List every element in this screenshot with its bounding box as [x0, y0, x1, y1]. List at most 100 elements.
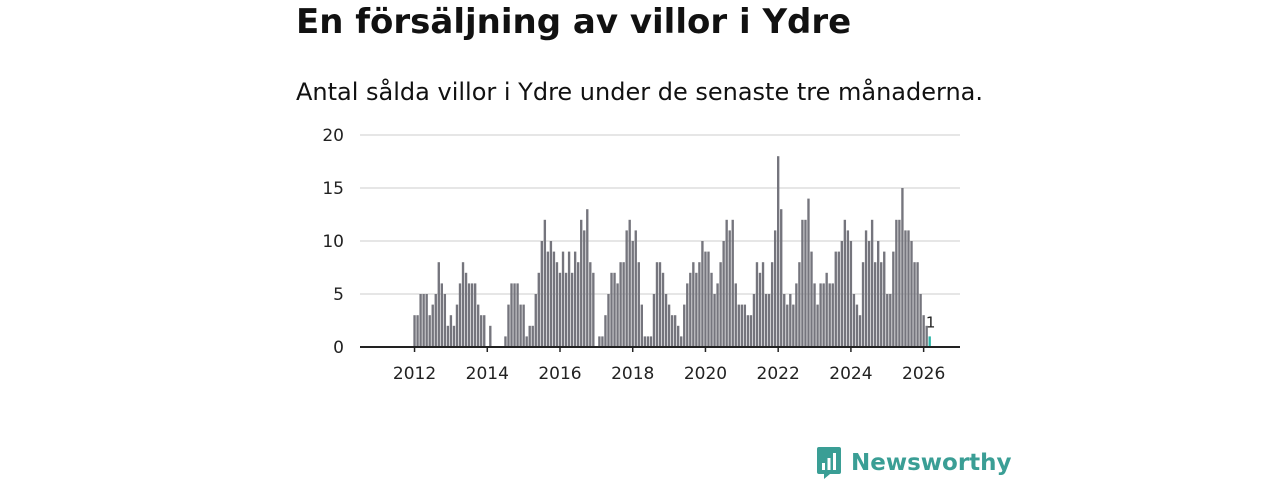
- bar: [670, 315, 674, 347]
- bar: [449, 315, 453, 347]
- bar: [540, 241, 543, 347]
- bar: [807, 198, 810, 347]
- bar: [752, 294, 756, 347]
- bar: [840, 241, 843, 347]
- bar: [625, 230, 628, 347]
- bar: [731, 219, 734, 347]
- x-tick-label: 2016: [538, 364, 581, 384]
- chart-subtitle: Antal sålda villor i Ydre under de senas…: [296, 78, 983, 106]
- bar: [589, 262, 592, 347]
- bar: [886, 294, 889, 347]
- bar: [567, 251, 571, 347]
- bar: [583, 230, 586, 347]
- x-tick-label: 2020: [684, 364, 727, 384]
- bar: [783, 294, 786, 347]
- bar: [467, 283, 471, 347]
- bar: [767, 294, 771, 347]
- y-tick-label: 5: [333, 285, 344, 305]
- bar: [652, 294, 656, 347]
- bar: [477, 304, 480, 347]
- bar: [434, 294, 437, 347]
- x-tick-label: 2024: [829, 364, 872, 384]
- bar: [464, 272, 468, 347]
- bar: [473, 283, 477, 347]
- bar: [770, 262, 774, 347]
- bar: [719, 262, 722, 347]
- bar: [619, 262, 622, 347]
- bar: [667, 304, 671, 347]
- bar: [740, 304, 743, 347]
- bar: [513, 283, 516, 347]
- bar: [677, 325, 680, 347]
- bar: [683, 304, 686, 347]
- bar: [810, 251, 813, 347]
- bar: [664, 294, 668, 347]
- bar: [461, 262, 465, 347]
- bar: [592, 272, 595, 347]
- bar: [873, 262, 877, 347]
- bar: [504, 336, 507, 347]
- bar: [480, 315, 483, 347]
- bar: [804, 219, 807, 347]
- bar: [452, 325, 456, 347]
- chart-title: En försäljning av villor i Ydre: [296, 2, 852, 42]
- y-tick-label: 15: [322, 179, 344, 199]
- newsworthy-logo-icon: [817, 447, 841, 479]
- bar: [555, 262, 559, 347]
- bar: [789, 294, 792, 347]
- bar: [455, 304, 459, 347]
- bar: [867, 241, 871, 347]
- bar: [661, 272, 665, 347]
- bar: [489, 325, 492, 347]
- bar: [516, 283, 519, 347]
- bar: [613, 272, 616, 347]
- bar: [692, 262, 695, 347]
- bar: [698, 262, 701, 347]
- bar: [628, 219, 631, 347]
- bar: [558, 272, 562, 347]
- bar: [834, 251, 837, 347]
- bar: [786, 304, 789, 347]
- bar: [531, 325, 534, 347]
- bar: [649, 336, 653, 347]
- bar: [704, 251, 707, 347]
- bar: [580, 219, 583, 347]
- bar: [819, 283, 822, 347]
- bar: [722, 241, 725, 347]
- bar: [561, 251, 565, 347]
- bar: [431, 304, 434, 347]
- bar: [792, 304, 795, 347]
- bar: [755, 262, 759, 347]
- bar: [637, 262, 640, 347]
- bar: [537, 272, 540, 347]
- bar: [916, 262, 919, 347]
- bar: [716, 283, 719, 347]
- bar-highlighted: [928, 336, 931, 347]
- bar: [816, 304, 819, 347]
- bar: [761, 262, 765, 347]
- bar: [519, 304, 522, 347]
- bar: [610, 272, 613, 347]
- bar: [458, 283, 462, 347]
- bar: [686, 283, 689, 347]
- bar: [643, 336, 647, 347]
- bar: [737, 304, 740, 347]
- bar: [746, 315, 750, 347]
- bar: [549, 241, 553, 347]
- bar: [673, 315, 677, 347]
- newsworthy-logo[interactable]: Newsworthy: [815, 446, 1012, 480]
- bar: [601, 336, 604, 347]
- bar: [913, 262, 916, 347]
- bar: [919, 294, 922, 347]
- x-tick-label: 2022: [757, 364, 800, 384]
- bar: [758, 272, 762, 347]
- x-tick-label: 2012: [393, 364, 436, 384]
- bar: [795, 283, 798, 347]
- bar: [777, 156, 780, 347]
- bar: [828, 283, 831, 347]
- bar: [728, 230, 731, 347]
- bar: [510, 283, 513, 347]
- bar: [607, 294, 610, 347]
- bar: [470, 283, 474, 347]
- bar: [831, 283, 834, 347]
